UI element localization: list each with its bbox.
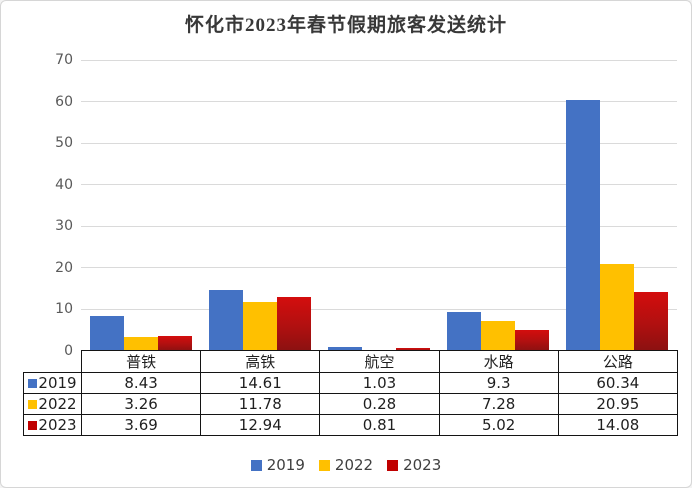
- legend-key-icon-2023: [28, 421, 38, 430]
- table-value-2022-cat1: 11.78: [200, 393, 321, 415]
- table-value-2019-cat1: 14.61: [200, 372, 321, 394]
- bar-2023-cat4: [634, 292, 669, 351]
- table-category-header-3: 水路: [438, 350, 559, 373]
- gridline-y70: [81, 59, 677, 61]
- bar-2019-cat1: [208, 290, 243, 351]
- table-row-2019: 2019 8.43 14.61 1.03 9.3 60.34: [23, 372, 678, 394]
- bar-2022-cat3: [481, 321, 516, 351]
- legend-label-2019: 2019: [266, 456, 305, 474]
- table-value-2023-cat4: 14.08: [557, 414, 678, 436]
- legend: 2019 2022 2023: [1, 456, 691, 474]
- table-value-2019-cat4: 60.34: [557, 372, 678, 394]
- table-value-2022-cat0: 3.26: [80, 393, 202, 415]
- bar-2022-cat4: [600, 264, 635, 351]
- series-name-2022: 2022: [38, 395, 77, 413]
- table-value-2019-cat0: 8.43: [80, 372, 202, 394]
- table-series-cell-2022: 2022: [23, 393, 82, 415]
- series-name-2019: 2019: [38, 374, 77, 392]
- bar-group-2: [319, 60, 438, 351]
- bar-2023-cat2: [396, 348, 430, 351]
- bar-2023-cat3: [515, 330, 550, 351]
- bar-2019-cat2: [328, 347, 362, 351]
- bar-2022-cat1: [242, 302, 277, 351]
- legend-label-2023: 2023: [403, 456, 442, 474]
- gridline-y60: [81, 101, 677, 103]
- bar-2019-cat4: [566, 100, 601, 351]
- table-category-header-4: 公路: [557, 350, 678, 373]
- table-value-2023-cat2: 0.81: [319, 414, 440, 436]
- data-table: 普铁 高铁 航空 水路 公路 2019 8.43 14.61 1.03 9.3 60.34 2022 3…: [23, 350, 678, 436]
- bar-group-0: [81, 60, 200, 351]
- bar-2019-cat3: [447, 312, 482, 351]
- bar-groups: [81, 60, 677, 351]
- y-axis-tick-70: 70: [55, 52, 73, 68]
- y-axis-tick-60: 60: [55, 93, 73, 110]
- legend-key-icon-2019: [28, 379, 38, 388]
- bar-2023-cat1: [276, 297, 311, 351]
- y-axis-tick-0: 0: [64, 343, 73, 359]
- legend-item-2019: 2019: [250, 456, 305, 474]
- y-axis-tick-50: 50: [55, 135, 73, 152]
- y-axis-tick-40: 40: [55, 176, 73, 193]
- table-category-header-1: 高铁: [200, 350, 321, 373]
- table-row-2023: 2023 3.69 12.94 0.81 5.02 14.08: [23, 414, 678, 436]
- table-value-2019-cat3: 9.3: [438, 372, 559, 394]
- legend-item-2023: 2023: [387, 456, 441, 474]
- plot-area: [81, 59, 677, 351]
- y-axis-tick-30: 30: [55, 218, 73, 235]
- bar-2023-cat0: [157, 336, 192, 351]
- y-axis-tick-10: 10: [55, 301, 73, 318]
- gridline-y50: [81, 142, 677, 144]
- legend-swatch-icon-2019: [250, 459, 262, 471]
- series-name-2023: 2023: [38, 416, 77, 434]
- bar-group-3: [439, 60, 558, 351]
- table-category-header-2: 航空: [319, 350, 440, 373]
- table-series-cell-2023: 2023: [23, 414, 82, 436]
- table-value-2022-cat3: 7.28: [438, 393, 559, 415]
- table-row-2022: 2022 3.26 11.78 0.28 7.28 20.95: [23, 393, 678, 415]
- table-series-cell-2019: 2019: [23, 372, 82, 394]
- table-value-2023-cat1: 12.94: [200, 414, 321, 436]
- gridline-y20: [81, 267, 677, 269]
- table-value-2022-cat4: 20.95: [557, 393, 678, 415]
- chart-title: 怀化市2023年春节假期旅客发送统计: [184, 15, 507, 36]
- gridline-y40: [81, 184, 677, 186]
- bar-group-1: [200, 60, 319, 351]
- legend-swatch-icon-2023: [387, 459, 399, 471]
- gridline-y30: [81, 225, 677, 227]
- legend-key-icon-2022: [28, 400, 38, 409]
- table-value-2022-cat2: 0.28: [319, 393, 440, 415]
- legend-label-2022: 2022: [334, 456, 374, 474]
- bar-2022-cat0: [123, 337, 158, 351]
- gridline-y10: [81, 308, 677, 310]
- bar-2019-cat0: [89, 316, 124, 351]
- legend-item-2022: 2022: [318, 456, 374, 474]
- bar-group-4: [558, 60, 677, 351]
- y-axis-tick-20: 20: [55, 259, 73, 276]
- table-value-2023-cat0: 3.69: [80, 414, 202, 436]
- table-value-2019-cat2: 1.03: [319, 372, 440, 394]
- table-category-header-0: 普铁: [80, 350, 202, 373]
- table-value-2023-cat3: 5.02: [438, 414, 559, 436]
- legend-swatch-icon-2022: [318, 459, 330, 471]
